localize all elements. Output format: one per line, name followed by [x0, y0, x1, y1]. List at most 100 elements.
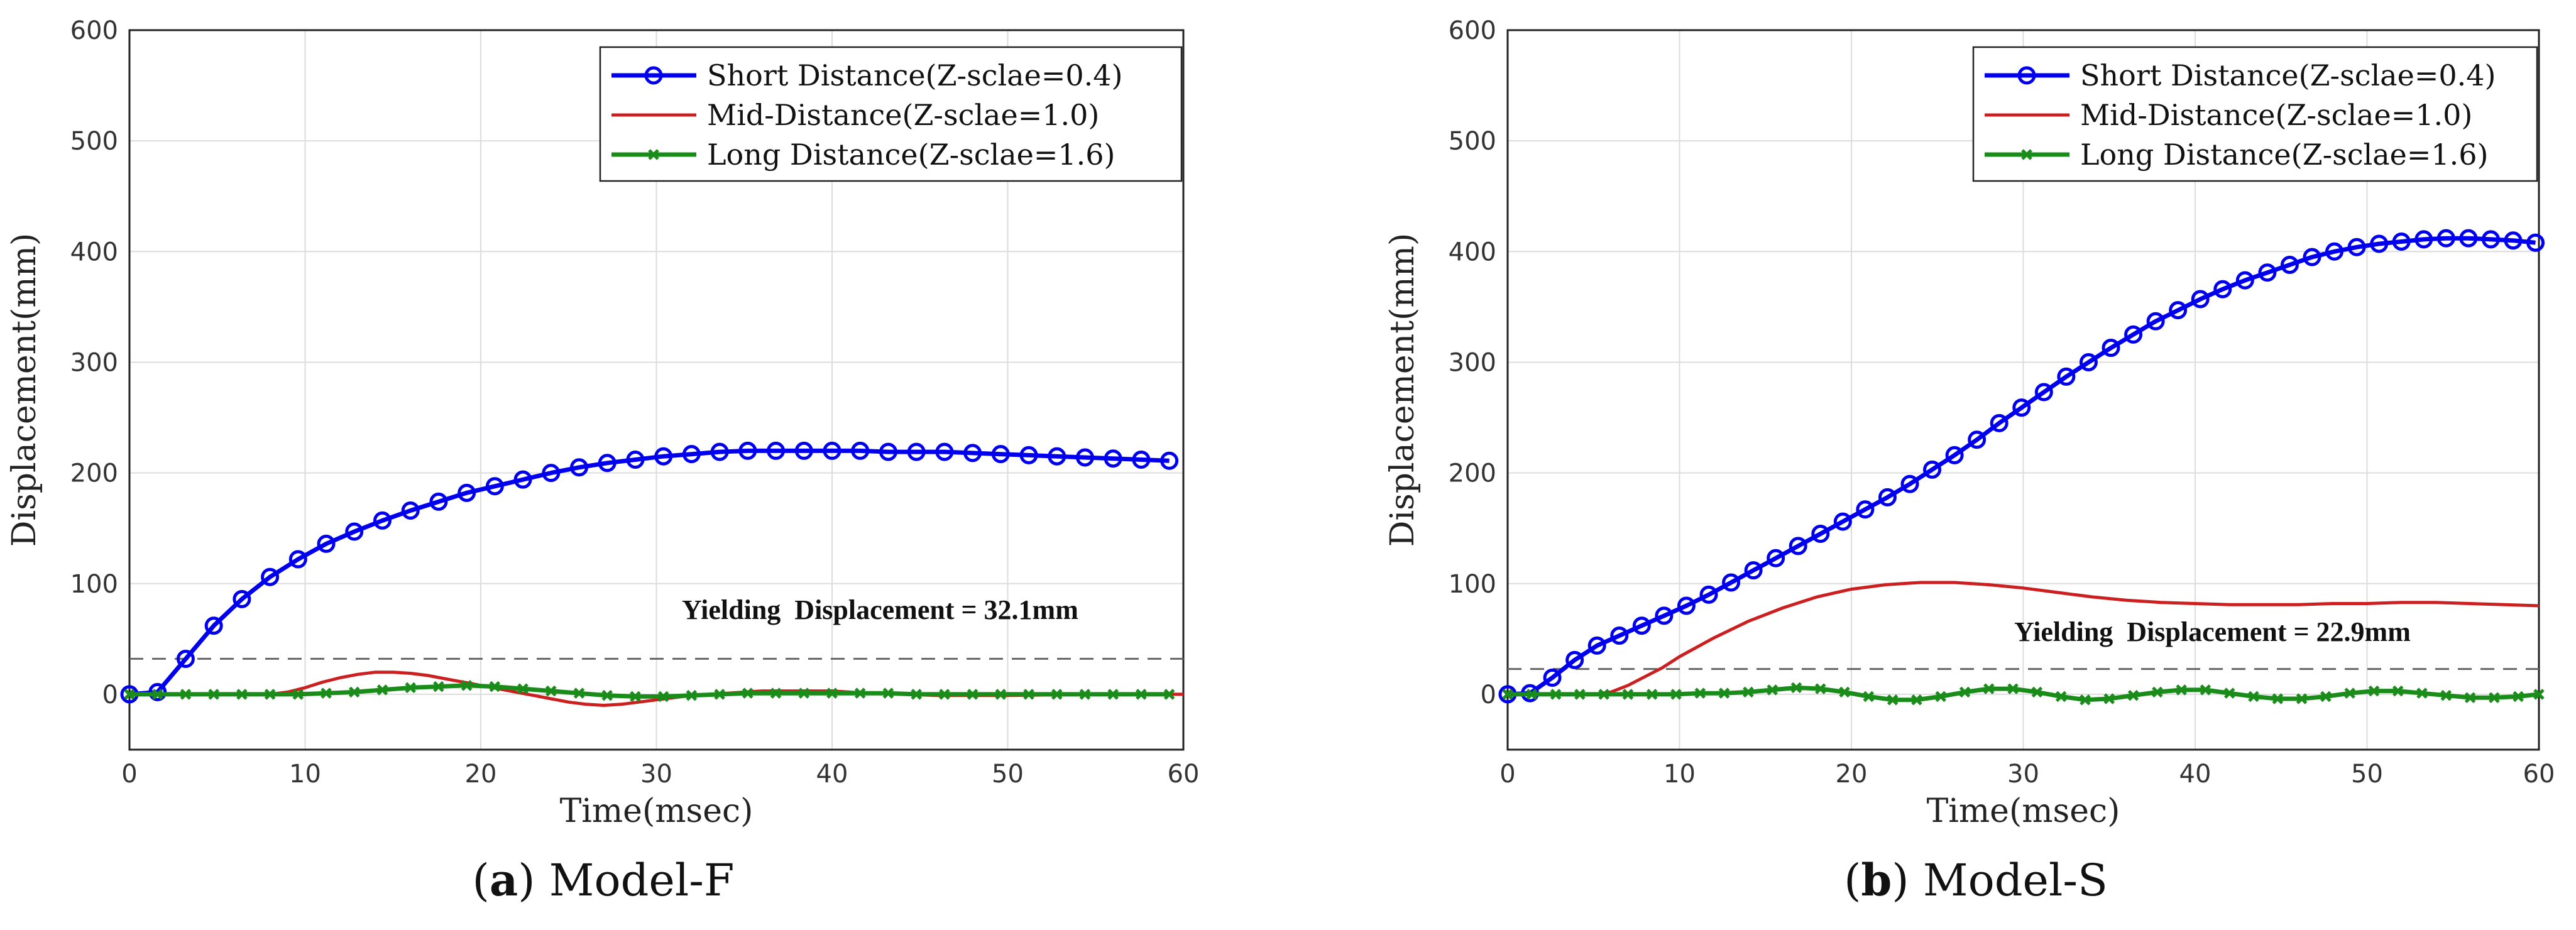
data-point — [1767, 549, 1785, 567]
data-point — [2370, 234, 2389, 253]
subfigure-caption: (a) Model-F — [473, 854, 735, 906]
data-point — [911, 689, 922, 700]
data-point — [1163, 689, 1175, 700]
x-tick-label: 20 — [1836, 760, 1868, 789]
data-point — [2248, 691, 2259, 703]
data-point — [1632, 616, 1651, 635]
y-axis-label: Displacement(mm) — [6, 233, 43, 547]
y-tick-label: 600 — [1449, 16, 1496, 45]
data-point — [233, 589, 251, 608]
data-point — [630, 691, 641, 703]
y-tick-label: 300 — [1449, 348, 1496, 377]
data-point — [176, 650, 195, 669]
data-point — [2459, 229, 2478, 248]
data-point — [2127, 689, 2139, 701]
y-tick-label: 300 — [70, 348, 118, 377]
y-tick-label: 500 — [1449, 127, 1496, 156]
data-point — [288, 550, 307, 569]
subfigure-caption: (b) Model-S — [1844, 854, 2108, 906]
x-tick-label: 40 — [816, 760, 848, 789]
data-point — [458, 483, 476, 502]
y-tick-label: 0 — [1481, 681, 1496, 709]
series-line — [129, 448, 1170, 697]
data-point — [573, 687, 585, 699]
data-point — [1502, 689, 1513, 700]
series-0 — [120, 441, 1179, 704]
data-point — [2392, 685, 2404, 697]
data-point — [1887, 694, 1899, 706]
data-point — [489, 681, 501, 692]
data-point — [1983, 683, 1995, 694]
data-point — [2176, 684, 2187, 696]
x-tick-label: 60 — [2523, 760, 2555, 789]
data-point — [513, 470, 532, 489]
plot-frame — [1506, 29, 2540, 751]
data-point — [1722, 573, 1741, 592]
data-point — [798, 687, 810, 699]
data-point — [1587, 636, 1606, 655]
data-point — [1744, 561, 1763, 580]
data-point — [2102, 339, 2120, 358]
data-point — [854, 687, 866, 699]
chart-model-s: 0 10 20 30 40 50 60 600 500 400 300 200 100 0 Yielding… — [1384, 16, 2555, 906]
legend-box — [599, 46, 1183, 182]
data-point — [682, 445, 701, 464]
legend-label: Short Distance(Z-sclae=0.4) — [2080, 58, 2496, 92]
data-point — [851, 441, 870, 460]
data-point — [1610, 626, 1629, 645]
legend-label: Mid-Distance(Z-sclae=1.0) — [2080, 98, 2472, 132]
data-point — [2392, 232, 2411, 251]
data-point — [1743, 686, 1754, 698]
data-point — [1023, 689, 1034, 700]
data-point — [2235, 271, 2254, 290]
data-point — [626, 450, 645, 469]
data-point — [321, 687, 332, 699]
data-point — [151, 689, 163, 700]
data-point — [601, 689, 613, 701]
data-point — [2368, 685, 2380, 697]
data-point — [2320, 691, 2332, 703]
x-tick-label: 40 — [2179, 760, 2212, 789]
x-axis-label: Time(msec) — [1927, 792, 2120, 830]
yield-annotation: Yielding Displacement = 32.1mm — [682, 594, 1078, 625]
data-point — [261, 567, 280, 586]
x-tick-label: 0 — [1499, 760, 1515, 789]
x-tick-label: 20 — [465, 760, 497, 789]
data-point — [236, 689, 248, 700]
data-point — [1598, 689, 1609, 700]
data-point — [1863, 691, 1875, 703]
data-point — [2464, 692, 2476, 703]
data-point — [1136, 689, 1147, 700]
data-point — [710, 442, 729, 461]
series-line — [1508, 581, 2540, 696]
plot-frame — [128, 29, 1185, 751]
data-point — [826, 687, 838, 699]
data-point — [1565, 650, 1584, 669]
data-point — [2080, 694, 2091, 706]
data-point — [429, 492, 448, 511]
legend: Short Distance(Z-sclae=0.4) Mid-Distance(… — [1972, 46, 2538, 182]
x-tick-label: 30 — [640, 760, 672, 789]
data-point — [967, 689, 978, 700]
data-point — [742, 687, 754, 699]
data-point — [2416, 687, 2428, 699]
data-point — [1079, 689, 1091, 700]
data-point — [1968, 430, 1987, 449]
data-point — [2303, 248, 2321, 266]
data-point — [1104, 449, 1122, 468]
data-point — [794, 441, 813, 460]
data-point — [1699, 585, 1718, 604]
data-point — [2504, 231, 2523, 250]
data-point — [991, 445, 1010, 464]
legend-label: Long Distance(Z-sclae=1.6) — [707, 138, 1115, 172]
data-point — [1051, 689, 1063, 700]
data-point — [1815, 683, 1826, 694]
data-point — [2124, 325, 2143, 344]
data-point — [373, 511, 392, 530]
data-point — [405, 682, 416, 694]
y-tick-label: 400 — [70, 238, 118, 266]
data-point — [1677, 596, 1696, 615]
data-point — [1670, 689, 1682, 700]
data-point — [485, 477, 504, 496]
data-point — [2012, 398, 2031, 417]
